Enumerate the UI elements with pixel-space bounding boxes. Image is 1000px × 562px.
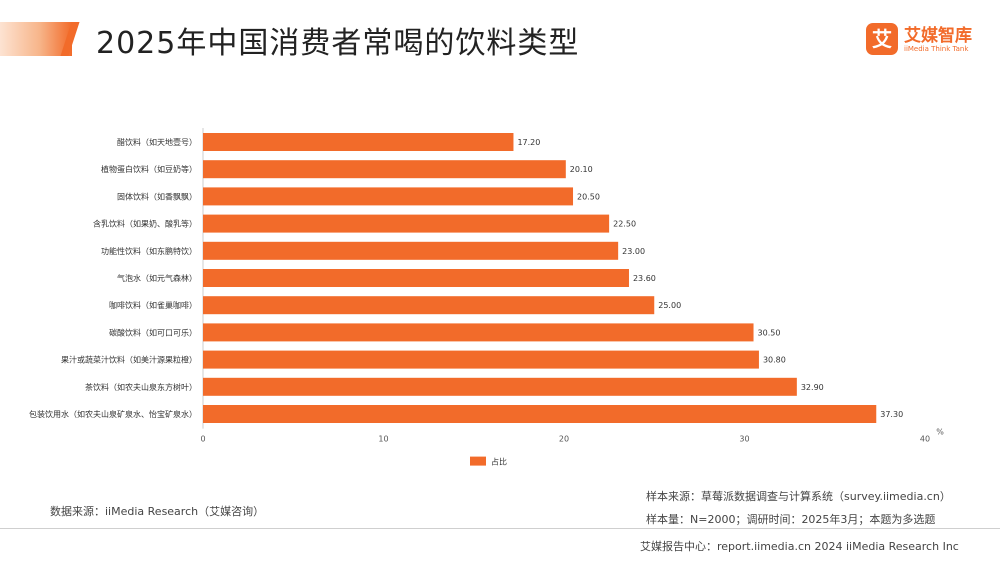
- data-label: 37.30: [880, 410, 903, 419]
- bar: [203, 296, 655, 315]
- legend-swatch: [470, 456, 486, 466]
- sample-info: 样本量：N=2000；调研时间：2025年3月；本题为多选题: [646, 513, 936, 526]
- sample-source: 样本来源：草莓派数据调查与计算系统（survey.iimedia.cn）: [646, 490, 951, 503]
- category-label: 气泡水（如元气森林）: [117, 273, 197, 283]
- bar: [203, 214, 610, 233]
- data-label: 30.80: [763, 356, 786, 365]
- data-label: 23.00: [622, 247, 645, 256]
- footer-divider: [0, 528, 1000, 529]
- x-tick-label: 30: [739, 435, 749, 444]
- bar: [203, 187, 574, 206]
- page-title: 2025年中国消费者常喝的饮料类型: [96, 26, 580, 61]
- category-label: 碳酸饮料（如可口可乐）: [109, 327, 197, 337]
- x-tick-label: 20: [559, 435, 569, 444]
- brand-logo: 艾 艾媒智库 iiMedia Think Tank: [866, 20, 986, 60]
- bar: [203, 405, 877, 423]
- x-tick-label: 10: [378, 435, 388, 444]
- x-unit-label: %: [936, 428, 944, 437]
- x-tick-label: 0: [200, 435, 205, 444]
- data-label: 23.60: [633, 274, 656, 283]
- data-label: 30.50: [758, 328, 781, 337]
- bar: [203, 377, 797, 396]
- data-label: 20.10: [570, 165, 593, 174]
- category-label: 茶饮料（如农夫山泉东方树叶）: [85, 382, 197, 392]
- data-label: 17.20: [517, 138, 540, 147]
- data-label: 32.90: [801, 383, 824, 392]
- category-label: 功能性饮料（如东鹏特饮）: [101, 246, 197, 256]
- legend-label: 占比: [491, 457, 507, 467]
- logo-name: 艾媒智库: [904, 26, 972, 46]
- logo-badge-icon: 艾: [866, 23, 898, 55]
- category-label: 咖啡饮料（如雀巢咖啡）: [109, 300, 197, 310]
- title-accent-bar: [0, 22, 72, 56]
- data-label: 25.00: [658, 301, 681, 310]
- bar: [203, 350, 759, 369]
- x-tick-label: 40: [920, 435, 930, 444]
- bar: [203, 323, 754, 342]
- category-label: 含乳饮料（如果奶、酸乳等）: [93, 219, 197, 229]
- footer-text: 艾媒报告中心：report.iimedia.cn 2024 iiMedia Re…: [640, 540, 959, 553]
- data-label: 20.50: [577, 192, 600, 201]
- bar: [203, 160, 566, 179]
- category-label: 醋饮料（如天地壹号）: [117, 137, 197, 147]
- category-label: 果汁或蔬菜汁饮料（如美汁源果粒橙）: [61, 355, 197, 365]
- bar: [203, 241, 619, 260]
- category-label: 固体饮料（如香飘飘）: [117, 191, 197, 201]
- bar: [203, 133, 514, 151]
- bar: [203, 269, 629, 287]
- logo-subtitle: iiMedia Think Tank: [904, 45, 969, 53]
- category-label: 植物蛋白饮料（如豆奶等）: [101, 164, 197, 174]
- data-source: 数据来源：iiMedia Research（艾媒咨询）: [50, 505, 265, 518]
- category-label: 包装饮用水（如农夫山泉矿泉水、怡宝矿泉水）: [29, 409, 197, 419]
- data-label: 22.50: [613, 220, 636, 229]
